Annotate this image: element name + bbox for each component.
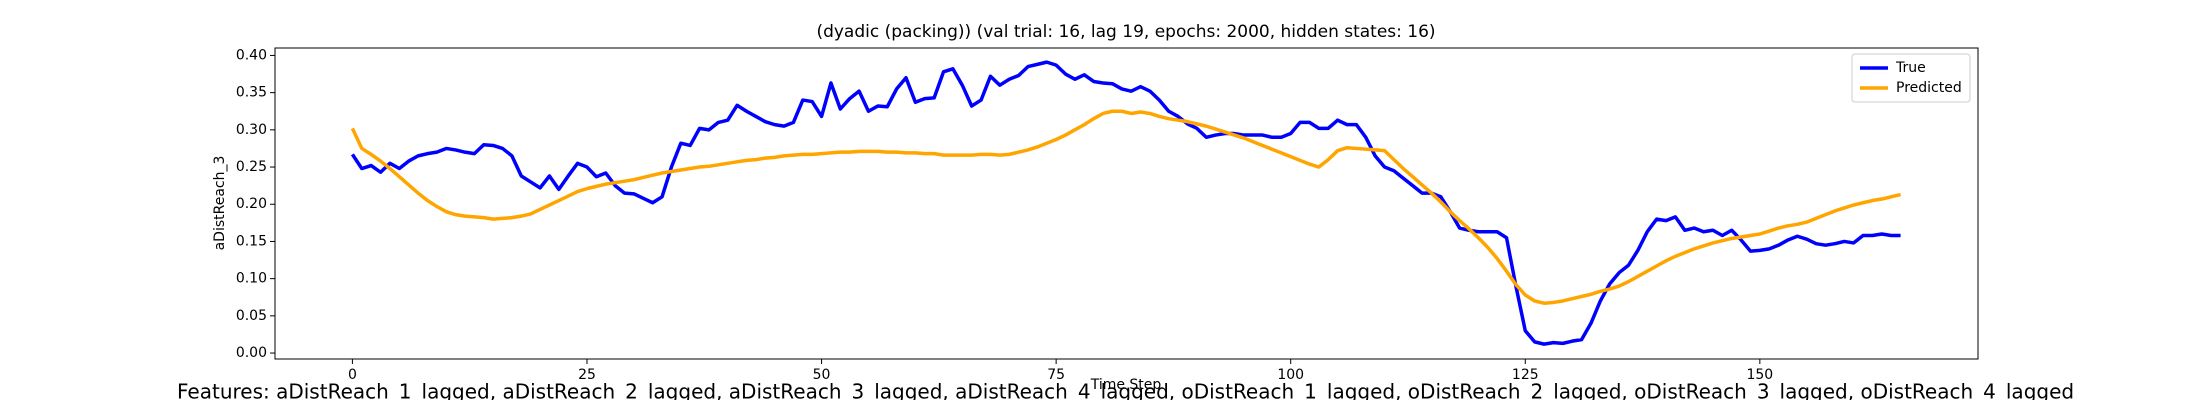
legend-label: Predicted <box>1896 80 1962 96</box>
chart-title: (dyadic (packing)) (val trial: 16, lag 1… <box>816 22 1435 42</box>
y-tick-label: 0.25 <box>236 159 267 175</box>
plot-area <box>274 47 1979 360</box>
x-tick-label: 25 <box>578 367 596 383</box>
x-tick-label: 0 <box>348 367 357 383</box>
series-line <box>350 109 1901 305</box>
y-tick-label: 0.15 <box>236 233 267 249</box>
x-tick-label: 150 <box>1746 367 1773 383</box>
x-tick-label: 75 <box>1047 367 1065 383</box>
y-tick-label: 0.00 <box>236 345 267 361</box>
y-tick-label: 0.35 <box>236 85 267 101</box>
legend-label: True <box>1895 60 1926 76</box>
y-tick-label: 0.30 <box>236 122 267 138</box>
legend-box <box>1851 53 1971 103</box>
y-axis-label: aDistReach_3 <box>212 156 228 251</box>
y-tick-label: 0.40 <box>236 47 267 63</box>
x-tick-label: 100 <box>1277 367 1304 383</box>
y-tick-label: 0.10 <box>236 271 267 287</box>
x-axis-label: Time Step <box>1090 377 1162 393</box>
x-tick-label: 50 <box>813 367 831 383</box>
x-tick-label: 125 <box>1512 367 1539 383</box>
features-note: Features: aDistReach_1_lagged, aDistReac… <box>177 380 2074 400</box>
y-tick-label: 0.20 <box>236 196 267 212</box>
series-line <box>350 60 1901 346</box>
y-tick-label: 0.05 <box>236 308 267 324</box>
